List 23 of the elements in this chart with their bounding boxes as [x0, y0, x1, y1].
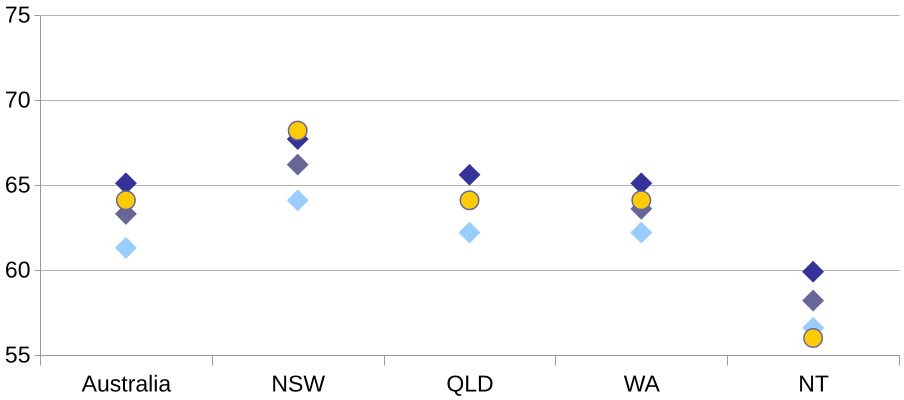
- point: [458, 222, 480, 244]
- point: [286, 190, 308, 212]
- point: [631, 190, 652, 210]
- point: [630, 222, 652, 244]
- point: [286, 154, 308, 176]
- point: [458, 164, 480, 186]
- y-tick-label: 70: [4, 86, 30, 112]
- y-tick-label: 65: [4, 172, 30, 198]
- point: [116, 190, 136, 210]
- x-tick-label: NSW: [271, 370, 326, 396]
- y-tick-label: 75: [4, 2, 30, 28]
- point: [802, 290, 824, 312]
- x-tick-label: Australia: [82, 370, 172, 396]
- y-tick-label: 60: [4, 256, 30, 282]
- point: [115, 237, 137, 259]
- x-tick-label: NT: [798, 370, 829, 396]
- point: [802, 260, 824, 282]
- point: [803, 328, 824, 348]
- y-tick-label: 55: [4, 342, 30, 368]
- point: [288, 120, 308, 141]
- x-tick-label: QLD: [446, 370, 494, 396]
- point: [460, 190, 480, 210]
- x-tick-label: WA: [624, 370, 661, 396]
